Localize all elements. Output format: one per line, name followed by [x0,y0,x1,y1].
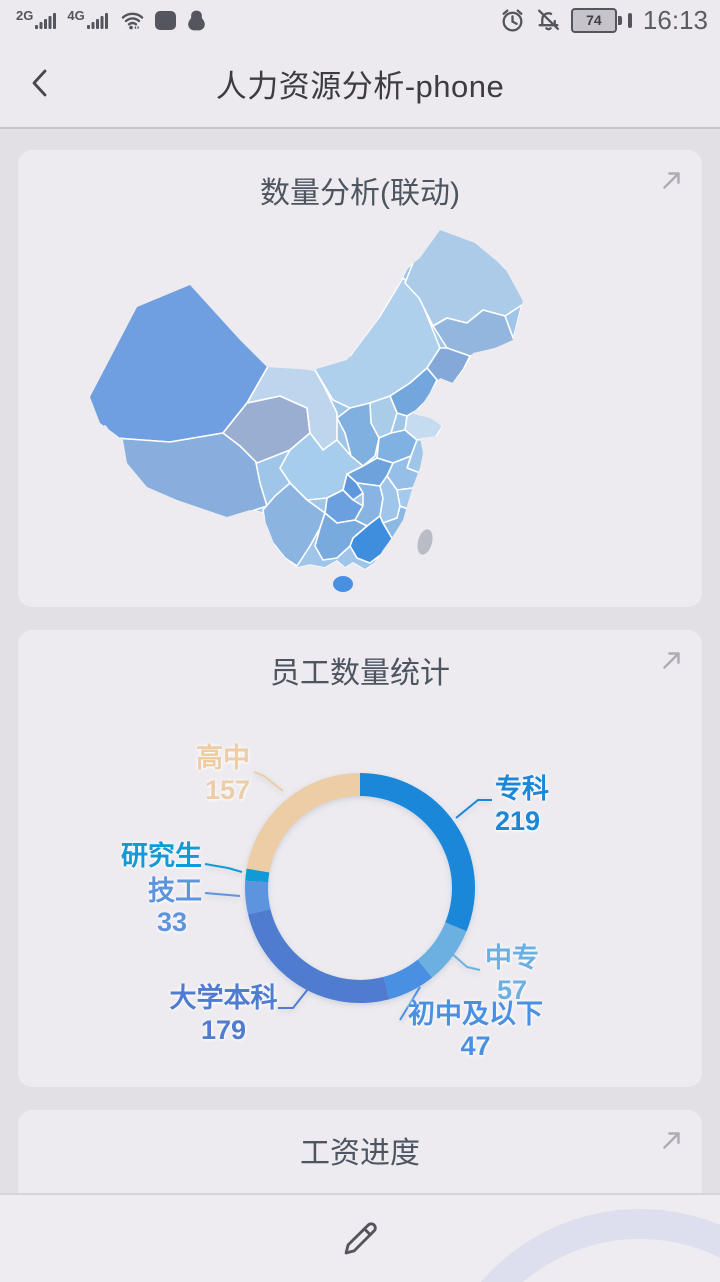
map-region-yunnan[interactable] [262,482,326,567]
china-map[interactable] [75,228,615,598]
donut-slice-2[interactable] [383,959,433,1000]
map-region-guangxi[interactable] [314,512,368,561]
donut-label-zhongzhuan: 中专 57 [485,943,539,1005]
donut-slice-5[interactable] [245,868,270,883]
donut-label-daxuebenke: 大学本科 179 [169,983,278,1045]
battery-icon: 74 [570,7,632,33]
donut-label-chuzhong: 初中及以下 47 [408,999,543,1061]
donut-slice-0[interactable] [360,773,475,932]
signal-4g-icon: 4G [67,9,109,31]
header: 人力资源分析-phone [0,40,720,129]
expand-icon[interactable] [658,166,686,194]
decorative-arc [430,1209,720,1282]
donut-card: 员工数量统计 高中 157 专科 219 研究生 技工 33 大学本科 179 … [18,630,702,1087]
back-button[interactable] [26,66,58,100]
leader-line-jigong [204,892,241,897]
donut-slice-4[interactable] [244,880,271,915]
clock-time: 16:13 [642,4,708,35]
progress-card-title: 工资进度 [300,1137,420,1170]
qq-penguin-icon [187,10,205,30]
page-title: 人力资源分析-phone [215,69,505,104]
status-right-icons: 74 16:13 [499,5,720,36]
expand-icon[interactable] [658,646,686,674]
bottom-toolbar [0,1193,720,1282]
wifi-icon [121,12,143,30]
donut-slice-3[interactable] [248,909,390,1004]
map-card-title: 数量分析(联动) [260,177,460,210]
app-square-icon [154,10,176,30]
leader-line-yanjiusheng [204,863,243,873]
donut-chart[interactable] [18,630,702,1087]
map-card: 数量分析(联动) [18,150,702,607]
donut-label-jigong: 技工 [148,876,202,906]
map-region-taiwan[interactable] [415,528,435,557]
battery-level: 74 [586,12,602,28]
alarm-clock-icon [502,8,523,32]
bell-muted-icon [537,8,559,30]
donut-card-title: 员工数量统计 [270,657,450,690]
battery-bar-icon [627,12,632,28]
signal-bars-icon [86,13,108,29]
signal-bars-icon [35,13,57,29]
network-badge-2g: 2G [16,8,34,23]
donut-label-gaozhong: 高中 157 [196,743,250,805]
donut-slice-6[interactable] [246,773,360,873]
leader-line-zhongzhuan [449,951,481,971]
leader-line-gaozhong [253,771,284,792]
leader-line-chuzhong [399,986,421,1021]
donut-label-zhuanke: 专科 219 [495,774,549,836]
donut-label-yanjiusheng: 研究生 [121,841,202,871]
pencil-icon [344,1221,377,1254]
expand-icon[interactable] [658,1126,686,1154]
network-badge-4g: 4G [67,8,85,23]
donut-label-jigong-value: 33 [156,907,187,937]
leader-line-daxuebenke [278,983,313,1009]
status-left-icons: 2G 4G [0,8,208,32]
edit-button[interactable] [340,1219,380,1259]
signal-2g-icon: 2G [16,9,58,31]
map-region-shaanxi[interactable] [336,402,380,467]
donut-slice-1[interactable] [417,922,467,978]
leader-line-zhuanke [455,799,492,819]
map-region-hainan[interactable] [333,576,353,592]
status-bar: 2G 4G [0,0,720,40]
